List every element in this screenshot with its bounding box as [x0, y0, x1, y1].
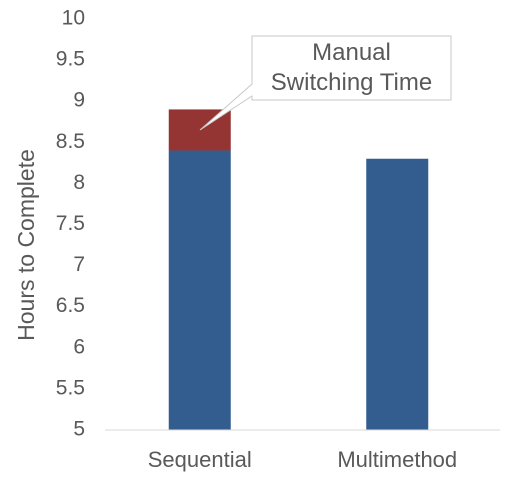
x-tick-label: Multimethod: [337, 447, 457, 472]
y-tick-label: 7: [73, 253, 85, 276]
bar-segment: [366, 158, 429, 431]
y-tick-label: 9.5: [56, 48, 85, 71]
y-tick-label: 5: [73, 418, 85, 441]
y-tick-label: 8: [73, 171, 85, 194]
x-tick-label: Sequential: [148, 447, 252, 472]
y-axis-label: Hours to Complete: [13, 149, 39, 341]
y-tick-label: 9: [73, 89, 85, 112]
callout-text: Manual Switching Time: [270, 39, 433, 96]
y-tick-label: 7.5: [56, 212, 85, 235]
y-tick-label: 8.5: [56, 130, 85, 153]
y-tick-label: 5.5: [56, 376, 85, 399]
y-tick-label: 6: [73, 335, 85, 358]
callout-box: [199, 35, 452, 131]
y-tick-label: 6.5: [56, 294, 85, 317]
y-tick-label: 10: [62, 7, 85, 30]
bar-segment: [168, 150, 231, 430]
